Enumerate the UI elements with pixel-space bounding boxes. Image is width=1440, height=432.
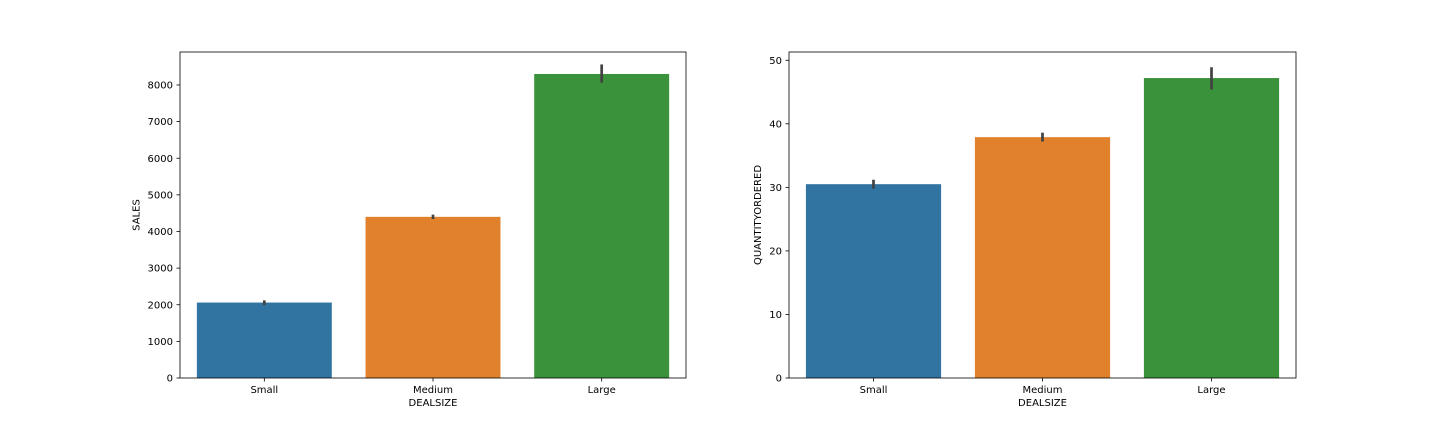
- axes-frame: [788, 51, 1297, 379]
- chart-1: Small Medium Large 0 1000 2000 3000 4000 5000 600…: [131, 51, 687, 409]
- bar-medium: [974, 137, 1111, 378]
- y-tick-label: 20: [769, 247, 782, 258]
- axes-frame: [179, 51, 687, 379]
- bar-small: [196, 302, 332, 378]
- x-tick-label: Small: [250, 385, 278, 396]
- bar-medium: [365, 216, 501, 378]
- y-tick-label: 2000: [148, 300, 173, 311]
- y-tick-label: 30: [769, 183, 782, 194]
- y-tick-label: 4000: [148, 227, 173, 238]
- bar-small: [805, 184, 942, 378]
- y-tick-label: 3000: [148, 264, 173, 275]
- y-tick-label: 1000: [148, 337, 173, 348]
- y-tick-label: 50: [769, 56, 782, 67]
- x-tick-label: Large: [588, 385, 616, 396]
- y-tick-label: 0: [167, 374, 173, 385]
- y-tick-label: 40: [769, 119, 782, 130]
- y-tick-label: 10: [769, 310, 782, 321]
- y-axis-label: QUANTITYORDERED: [753, 165, 764, 265]
- bar-large: [534, 73, 670, 378]
- chart-2: Small Medium Large 0 10 20 30 40 50 DEALSIZE QUANT…: [753, 51, 1297, 409]
- bar-large: [1143, 78, 1280, 379]
- y-tick-label: 6000: [148, 154, 173, 165]
- x-axis-label: DEALSIZE: [409, 398, 458, 409]
- x-tick-label: Medium: [413, 385, 453, 396]
- y-tick-label: 7000: [148, 117, 173, 128]
- y-tick-label: 8000: [148, 81, 173, 92]
- x-axis-label: DEALSIZE: [1018, 398, 1067, 409]
- y-tick-label: 0: [776, 374, 782, 385]
- y-axis-label: SALES: [131, 199, 142, 231]
- x-tick-label: Large: [1197, 385, 1225, 396]
- x-tick-label: Medium: [1023, 385, 1063, 396]
- x-tick-label: Small: [860, 385, 888, 396]
- y-tick-label: 5000: [148, 190, 173, 201]
